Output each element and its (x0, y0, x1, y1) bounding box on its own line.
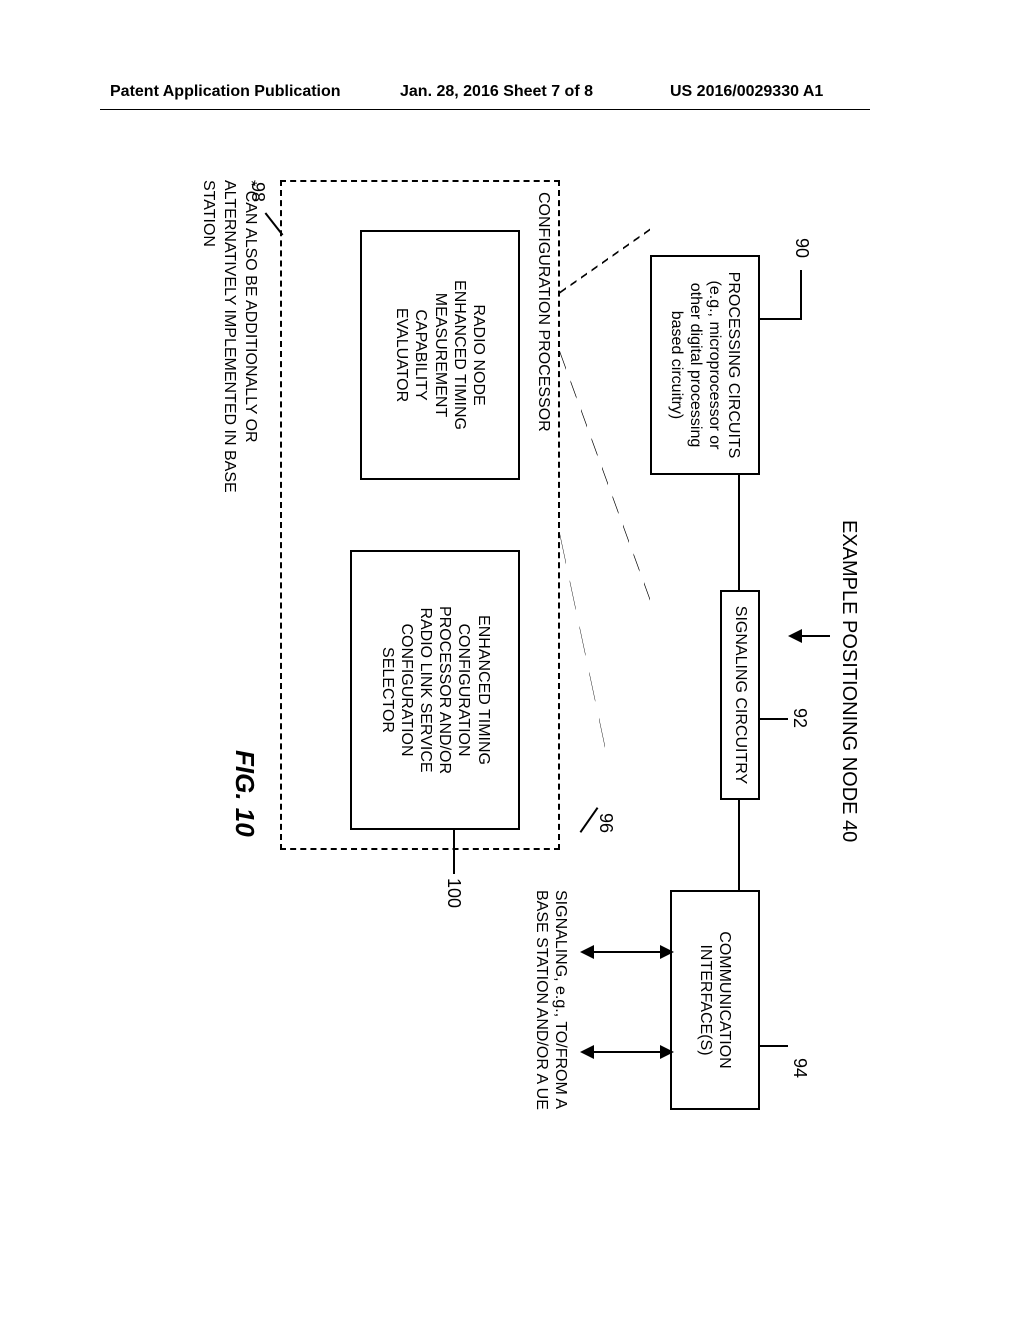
dashed-leader-left (560, 228, 650, 293)
signaling-text: SIGNALING CIRCUITRY (730, 606, 749, 784)
capability-evaluator-box: RADIO NODE ENHANCED TIMING MEASUREMENT C… (360, 230, 520, 480)
fn-line3: STATION (200, 180, 217, 247)
config-proc-label: CONFIGURATION PROCESSOR (534, 192, 552, 838)
header-right: US 2016/0029330 A1 (670, 83, 823, 101)
leader-92 (760, 718, 788, 720)
pc-line1: PROCESSING CIRCUITS (724, 272, 743, 459)
pc-line2: (e.g., microprocessor or (705, 281, 724, 450)
dashed-leader-right2 (560, 534, 605, 748)
configuration-selector-box: ENHANCED TIMING CONFIGURATION PROCESSOR … (350, 550, 520, 830)
signaling-text-block: SIGNALING, e.g., TO/FROM A BASE STATION … (532, 890, 570, 1150)
sel-line1: ENHANCED TIMING (473, 615, 492, 765)
sel-line4: RADIO LINK SERVICE (416, 607, 435, 772)
figure-label: FIG. 10 (229, 750, 260, 837)
leader-94 (760, 1045, 788, 1047)
connector-processing-signaling (738, 475, 740, 590)
leader-90-drop (760, 318, 802, 320)
header-rule (100, 109, 870, 110)
signaling-circuitry-box: SIGNALING CIRCUITRY (720, 590, 760, 800)
dashed-leader-right (560, 351, 650, 600)
ev-line1: RADIO NODE (469, 304, 488, 405)
connector-signaling-comm (738, 800, 740, 890)
ev-line5: EVALUATOR (392, 308, 411, 402)
ev-line3: MEASUREMENT (430, 293, 449, 417)
communication-interfaces-box: COMMUNICATION INTERFACE(S) (670, 890, 760, 1110)
ref-96: 96 (595, 813, 616, 833)
comm-line1: COMMUNICATION (715, 931, 734, 1068)
ref-100: 100 (443, 878, 464, 908)
pc-line3: other digital processing (686, 283, 705, 448)
comm-line2: INTERFACE(S) (696, 944, 715, 1055)
sel-line6: SELECTOR (377, 647, 396, 733)
header-center: Jan. 28, 2016 Sheet 7 of 8 (400, 83, 593, 101)
ref-92: 92 (789, 708, 810, 728)
header-left: Patent Application Publication (110, 83, 341, 101)
sig-line2: BASE STATION AND/OR A UE (533, 890, 550, 1110)
fn-line2: ALTERNATIVELY IMPLEMENTED IN BASE (221, 180, 238, 493)
fn-line1: * CAN ALSO BE ADDITIONALLY OR (242, 180, 259, 443)
sel-line2: CONFIGURATION (454, 623, 473, 756)
diagram-title: EXAMPLE POSITIONING NODE 40 (837, 520, 860, 842)
sel-line3: PROCESSOR AND/OR (435, 606, 454, 774)
pc-line4: based circuitry) (667, 311, 686, 419)
ev-line2: ENHANCED TIMING (450, 280, 469, 430)
ev-line4: CAPABILITY (411, 309, 430, 400)
footnote-text: * CAN ALSO BE ADDITIONALLY OR ALTERNATIV… (198, 180, 260, 660)
leader-90 (800, 270, 802, 320)
sig-line1: SIGNALING, e.g., TO/FROM A (552, 890, 569, 1109)
sel-line5: CONFIGURATION (397, 623, 416, 756)
ref-90: 90 (791, 238, 812, 258)
ref-94: 94 (789, 1058, 810, 1078)
processing-circuits-box: PROCESSING CIRCUITS (e.g., microprocesso… (650, 255, 760, 475)
figure-diagram: EXAMPLE POSITIONING NODE 40 90 92 94 96 … (0, 170, 860, 930)
